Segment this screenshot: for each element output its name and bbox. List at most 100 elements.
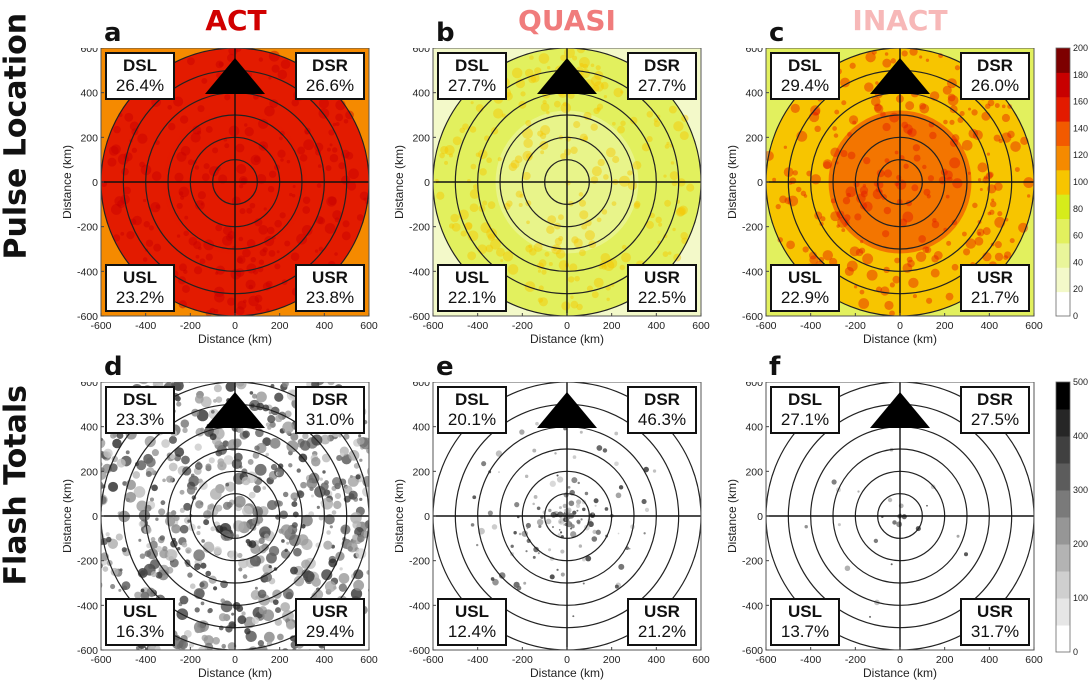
quadrant-name: DSR <box>312 56 348 75</box>
heat-speck <box>830 198 836 204</box>
colorbar-pulse: 0 20 40 60 80 100 120 140 160 180 200 <box>1055 44 1088 321</box>
flash-speck <box>379 445 388 454</box>
heat-speck <box>511 67 523 79</box>
heat-speck <box>848 115 859 125</box>
heat-speck <box>894 257 901 264</box>
flash-speck <box>194 563 201 570</box>
heat-speck <box>472 184 479 190</box>
flash-speck <box>119 568 123 572</box>
heat-speck <box>462 123 469 130</box>
heat-speck <box>600 81 609 90</box>
heat-speck <box>959 111 965 117</box>
heat-speck <box>528 244 533 249</box>
heat-speck <box>1001 104 1006 109</box>
flash-speck <box>302 433 309 440</box>
flash-speck <box>567 486 571 489</box>
heat-speck <box>470 101 474 105</box>
flash-speck <box>281 382 289 388</box>
quadrant-usr-box: USR 21.2% <box>627 598 697 646</box>
flash-speck <box>319 477 323 481</box>
flash-speck <box>196 531 201 536</box>
shear-direction-arrow <box>870 58 930 94</box>
quadrant-usl-box: USL 23.2% <box>105 264 175 312</box>
heat-speck <box>912 294 917 299</box>
flash-speck <box>284 548 288 553</box>
heat-speck <box>253 156 261 163</box>
heat-speck <box>676 206 686 216</box>
flash-speck <box>593 498 599 504</box>
flash-speck <box>203 635 214 646</box>
heat-speck <box>538 53 550 64</box>
heat-speck <box>894 150 899 155</box>
colorbar-segment <box>1056 598 1070 626</box>
flash-speck <box>194 607 200 613</box>
flash-speck <box>264 533 270 539</box>
flash-speck <box>80 547 89 556</box>
heat-speck <box>235 306 245 316</box>
flash-speck <box>249 656 253 660</box>
heat-speck <box>227 297 236 306</box>
flash-speck <box>132 471 141 479</box>
quadrant-name: DSL <box>788 56 822 75</box>
flash-speck <box>549 480 556 487</box>
flash-speck <box>242 430 250 438</box>
flash-speck <box>171 524 181 534</box>
flash-speck <box>247 656 255 664</box>
flash-speck <box>559 520 562 524</box>
heat-speck <box>963 248 971 256</box>
x-tick-label: 0 <box>232 654 238 666</box>
quadrant-percent: 31.0% <box>305 410 355 429</box>
quadrant-name: USR <box>312 268 348 287</box>
heat-speck <box>226 53 236 63</box>
flash-speck <box>321 453 331 463</box>
flash-speck <box>154 382 161 387</box>
y-axis-label: Distance (km) <box>63 145 74 219</box>
heat-speck <box>197 191 206 200</box>
heat-speck <box>239 184 244 189</box>
heat-speck <box>235 143 245 153</box>
heat-speck <box>179 263 187 272</box>
y-tick-label: 200 <box>80 466 98 478</box>
heat-speck <box>949 119 955 125</box>
heat-speck <box>890 58 897 64</box>
heat-speck <box>249 202 256 209</box>
flash-speck <box>233 680 236 683</box>
heat-speck <box>942 85 952 95</box>
y-tick-label: -600 <box>77 311 98 323</box>
flash-speck <box>266 499 278 511</box>
heat-speck <box>194 165 200 170</box>
heat-speck <box>110 204 122 215</box>
heat-speck <box>880 286 890 296</box>
heat-speck <box>803 194 808 198</box>
heat-speck <box>994 241 1002 249</box>
flash-speck <box>277 633 284 641</box>
quadrant-percent: 21.2% <box>637 622 687 641</box>
heat-speck <box>593 107 600 115</box>
heat-speck <box>114 196 125 207</box>
heat-speck <box>998 139 1003 144</box>
heat-speck <box>924 246 932 254</box>
quadrant-name: DSL <box>788 390 822 409</box>
heat-speck <box>248 295 260 307</box>
quadrant-percent: 13.7% <box>780 622 830 641</box>
flash-speck <box>359 497 363 501</box>
flash-speck <box>160 500 166 506</box>
flash-speck <box>168 435 177 444</box>
colorbar-segment <box>1056 517 1070 545</box>
heat-speck <box>448 153 454 158</box>
flash-speck <box>125 450 130 455</box>
heat-speck <box>553 100 561 108</box>
heat-speck <box>558 236 564 242</box>
colorbar-tick-label: 0 <box>1073 647 1078 657</box>
heat-speck <box>841 100 847 106</box>
heat-speck <box>440 145 449 155</box>
x-tick-label: -400 <box>135 320 156 332</box>
flash-speck <box>353 579 365 591</box>
heat-speck <box>299 154 308 162</box>
heat-speck <box>987 211 992 216</box>
heat-speck <box>561 301 571 311</box>
heat-speck <box>284 240 291 247</box>
heat-speck <box>870 96 881 107</box>
flash-speck <box>173 656 178 661</box>
flash-speck <box>168 462 178 472</box>
